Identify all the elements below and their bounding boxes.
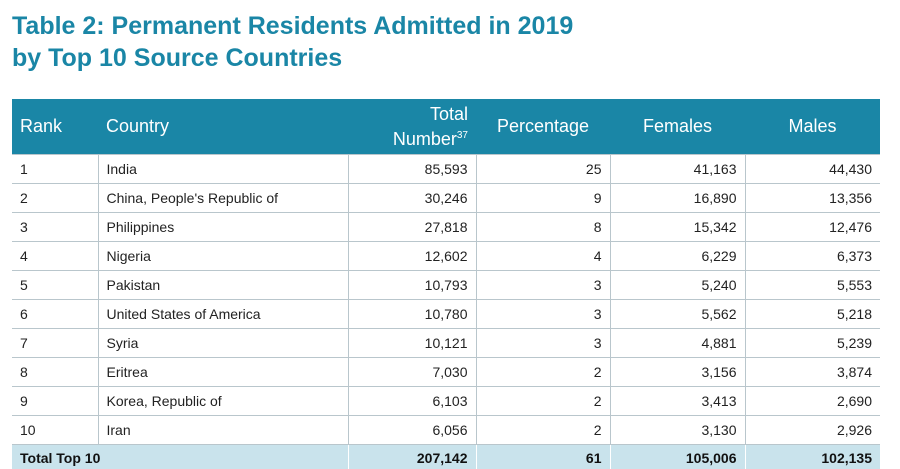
cell-country: Pakistan: [98, 270, 349, 300]
cell-rank: 4: [12, 241, 99, 271]
cell-total: 85,593: [348, 153, 477, 184]
cell-rank: 5: [12, 270, 99, 300]
cell-percentage: 3: [476, 270, 611, 300]
cell-females: 41,163: [610, 153, 746, 184]
total-percentage: 61: [476, 444, 611, 469]
cell-males: 2,926: [745, 415, 880, 445]
cell-females: 5,562: [610, 299, 746, 329]
table-row: 8 Eritrea 7,030 2 3,156 3,874: [12, 357, 880, 387]
cell-rank: 9: [12, 386, 99, 416]
cell-country: China, People's Republic of: [98, 183, 349, 213]
table-body: 1 India 85,593 25 41,163 44,430 2 China, People…: [12, 153, 880, 445]
cell-females: 3,130: [610, 415, 746, 445]
cell-country: Korea, Republic of: [98, 386, 349, 416]
total-row: Total Top 10 207,142 61 105,006 102,135: [12, 444, 880, 469]
header-total-number: Total Number37: [348, 99, 476, 154]
cell-total: 27,818: [348, 212, 477, 242]
cell-females: 15,342: [610, 212, 746, 242]
cell-total: 12,602: [348, 241, 477, 271]
table-title: Table 2: Permanent Residents Admitted in…: [12, 10, 573, 74]
cell-percentage: 8: [476, 212, 611, 242]
header-row: Rank Country Total Number37 Percentage F…: [12, 99, 880, 154]
cell-total: 6,103: [348, 386, 477, 416]
table-title-line-2: by Top 10 Source Countries: [12, 44, 343, 72]
cell-males: 5,553: [745, 270, 880, 300]
cell-females: 3,413: [610, 386, 746, 416]
cell-females: 6,229: [610, 241, 746, 271]
cell-males: 2,690: [745, 386, 880, 416]
table-row: 6 United States of America 10,780 3 5,562 5,2…: [12, 299, 880, 329]
residents-table: Rank Country Total Number37 Percentage F…: [12, 99, 880, 469]
table-row: 1 India 85,593 25 41,163 44,430: [12, 153, 880, 184]
cell-percentage: 3: [476, 328, 611, 358]
header-total-line-2: Number: [392, 128, 457, 149]
header-total-line-1: Total: [429, 103, 468, 124]
cell-percentage: 4: [476, 241, 611, 271]
table-title-line-1: Table 2: Permanent Residents Admitted in…: [12, 12, 574, 40]
cell-total: 6,056: [348, 415, 477, 445]
header-males: Males: [788, 115, 837, 136]
cell-total: 30,246: [348, 183, 477, 213]
cell-country: Eritrea: [98, 357, 349, 387]
table-row: 7 Syria 10,121 3 4,881 5,239: [12, 328, 880, 358]
cell-rank: 8: [12, 357, 99, 387]
cell-country: India: [98, 153, 349, 184]
cell-percentage: 25: [476, 153, 611, 184]
cell-rank: 3: [12, 212, 99, 242]
cell-total: 10,121: [348, 328, 477, 358]
table-row: 5 Pakistan 10,793 3 5,240 5,553: [12, 270, 880, 300]
cell-males: 12,476: [745, 212, 880, 242]
cell-percentage: 2: [476, 415, 611, 445]
cell-rank: 1: [12, 153, 99, 184]
cell-percentage: 9: [476, 183, 611, 213]
cell-females: 5,240: [610, 270, 746, 300]
cell-rank: 6: [12, 299, 99, 329]
cell-rank: 2: [12, 183, 99, 213]
cell-percentage: 2: [476, 357, 611, 387]
total-females: 105,006: [610, 444, 746, 469]
header-total-footnote: 37: [456, 129, 468, 141]
cell-females: 4,881: [610, 328, 746, 358]
cell-total: 10,780: [348, 299, 477, 329]
cell-males: 5,218: [745, 299, 880, 329]
header-country: Country: [106, 115, 170, 136]
cell-males: 44,430: [745, 153, 880, 184]
cell-country: Philippines: [98, 212, 349, 242]
total-number: 207,142: [348, 444, 477, 469]
cell-females: 3,156: [610, 357, 746, 387]
cell-country: Syria: [98, 328, 349, 358]
cell-males: 6,373: [745, 241, 880, 271]
cell-females: 16,890: [610, 183, 746, 213]
cell-percentage: 3: [476, 299, 611, 329]
cell-percentage: 2: [476, 386, 611, 416]
cell-males: 13,356: [745, 183, 880, 213]
total-label: Total Top 10: [12, 444, 349, 469]
table-row: 9 Korea, Republic of 6,103 2 3,413 2,690: [12, 386, 880, 416]
cell-country: United States of America: [98, 299, 349, 329]
cell-country: Nigeria: [98, 241, 349, 271]
header-rank: Rank: [20, 115, 63, 136]
total-males: 102,135: [821, 450, 872, 467]
cell-males: 5,239: [745, 328, 880, 358]
table-header: Rank Country Total Number37 Percentage F…: [12, 99, 880, 154]
cell-total: 10,793: [348, 270, 477, 300]
table-row: 10 Iran 6,056 2 3,130 2,926: [12, 415, 880, 445]
table-footer: Total Top 10 207,142 61 105,006 102,135: [12, 444, 880, 469]
cell-rank: 10: [12, 415, 99, 445]
table-row: 2 China, People's Republic of 30,246 9 16,89…: [12, 183, 880, 213]
header-females: Females: [642, 115, 713, 136]
cell-total: 7,030: [348, 357, 477, 387]
table-row: 3 Philippines 27,818 8 15,342 12,476: [12, 212, 880, 242]
cell-males: 3,874: [745, 357, 880, 387]
table-row: 4 Nigeria 12,602 4 6,229 6,373: [12, 241, 880, 271]
cell-rank: 7: [12, 328, 99, 358]
cell-country: Iran: [98, 415, 349, 445]
header-percentage: Percentage: [496, 115, 590, 136]
